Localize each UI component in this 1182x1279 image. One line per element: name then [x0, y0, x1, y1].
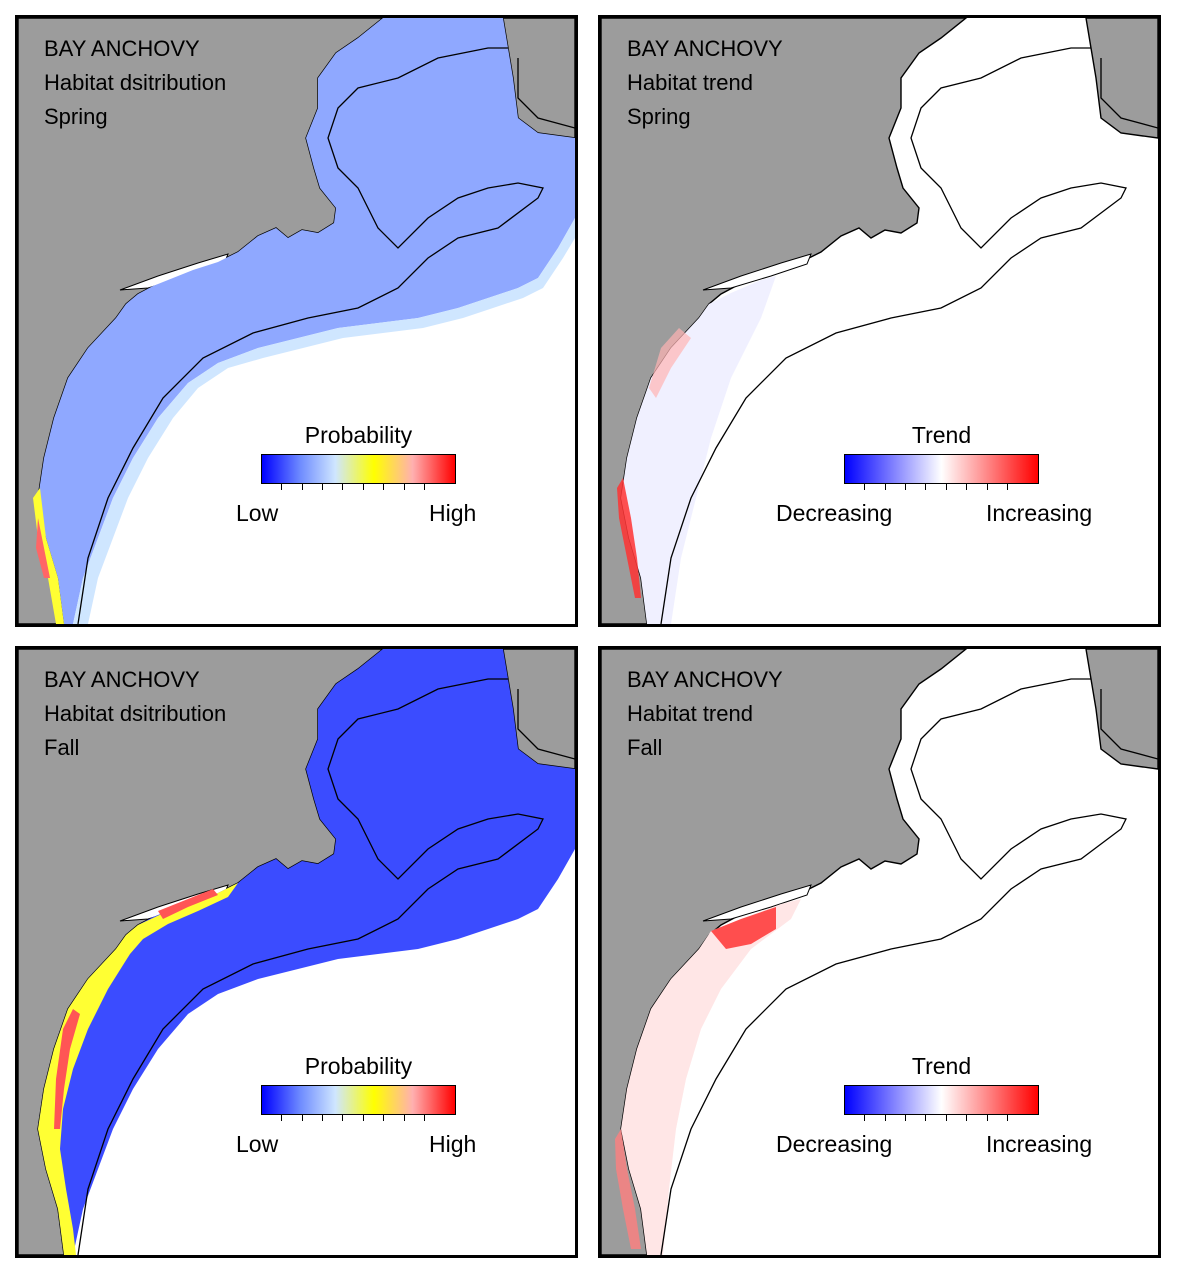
- legend-color-bar: [844, 454, 1039, 484]
- legend-color-bar: [844, 1085, 1039, 1115]
- depth-contour: [517, 58, 575, 129]
- habitat-map: [18, 18, 575, 624]
- legend-color-bar: [261, 1085, 456, 1115]
- species-label: BAY ANCHOVY: [627, 667, 783, 692]
- trend-increase-area: [617, 478, 641, 598]
- habitat-fill: [38, 649, 575, 1255]
- land-mass: [1085, 18, 1158, 139]
- legend-title: Trend: [911, 422, 972, 448]
- depth-contour: [1100, 689, 1158, 760]
- depth-contour: [1100, 58, 1158, 129]
- legend-title: Probability: [304, 422, 413, 448]
- season-label: Spring: [44, 104, 108, 129]
- nearshore-peak: [54, 1009, 80, 1129]
- legend-low-label: Low: [236, 500, 279, 526]
- map-panel-fall-trend: BAY ANCHOVY Habitat trend Fall Trend Dec…: [598, 646, 1161, 1258]
- probability-legend: Probability Low High: [236, 422, 476, 532]
- habitat-map: [601, 649, 1158, 1255]
- trend-legend: Trend Decreasing Increasing: [776, 1053, 1092, 1163]
- probability-legend: Probability Low High: [236, 1053, 476, 1163]
- habitat-map: [18, 649, 575, 1255]
- depth-contour: [660, 47, 1127, 624]
- map-panel-spring-distribution: BAY ANCHOVY Habitat dsitribution Spring …: [15, 15, 578, 627]
- nearshore-peak: [158, 889, 218, 919]
- trend-increase-area: [649, 328, 691, 398]
- depth-contour: [660, 678, 1127, 1255]
- map-subtitle: Habitat trend: [627, 701, 753, 726]
- map-panel-spring-trend: BAY ANCHOVY Habitat trend Spring Trend D…: [598, 15, 1161, 627]
- species-label: BAY ANCHOVY: [44, 36, 200, 61]
- depth-contour: [77, 47, 544, 624]
- season-label: Fall: [44, 735, 80, 760]
- species-label: BAY ANCHOVY: [44, 667, 200, 692]
- trend-light-region: [621, 899, 801, 1255]
- trend-legend: Trend Decreasing Increasing: [776, 422, 1092, 532]
- depth-contour: [77, 678, 544, 1255]
- map-panel-fall-distribution: BAY ANCHOVY Habitat dsitribution Fall Pr…: [15, 646, 578, 1258]
- legend-high-label: Increasing: [986, 500, 1093, 526]
- map-subtitle: Habitat dsitribution: [44, 70, 227, 95]
- legend-low-label: Decreasing: [776, 500, 893, 526]
- depth-contour: [517, 689, 575, 760]
- trend-increase-area: [615, 1129, 641, 1249]
- legend-high-label: High: [429, 500, 477, 526]
- legend-high-label: Increasing: [986, 1131, 1093, 1157]
- season-label: Spring: [627, 104, 691, 129]
- trend-light-region: [621, 276, 776, 624]
- legend-title: Trend: [911, 1053, 972, 1079]
- map-subtitle: Habitat dsitribution: [44, 701, 227, 726]
- habitat-fill: [38, 18, 575, 624]
- legend-high-label: High: [429, 1131, 477, 1157]
- nearshore-peak: [36, 518, 50, 578]
- land-mass: [1085, 649, 1158, 770]
- island: [702, 253, 812, 291]
- shelf-edge-band: [73, 218, 575, 624]
- trend-increase-area: [711, 907, 776, 949]
- season-label: Fall: [627, 735, 663, 760]
- legend-low-label: Decreasing: [776, 1131, 893, 1157]
- nearshore-high-band: [33, 488, 64, 624]
- legend-low-label: Low: [236, 1131, 279, 1157]
- legend-color-bar: [261, 454, 456, 484]
- map-subtitle: Habitat trend: [627, 70, 753, 95]
- species-label: BAY ANCHOVY: [627, 36, 783, 61]
- legend-title: Probability: [304, 1053, 413, 1079]
- island: [702, 884, 812, 922]
- habitat-map: [601, 18, 1158, 624]
